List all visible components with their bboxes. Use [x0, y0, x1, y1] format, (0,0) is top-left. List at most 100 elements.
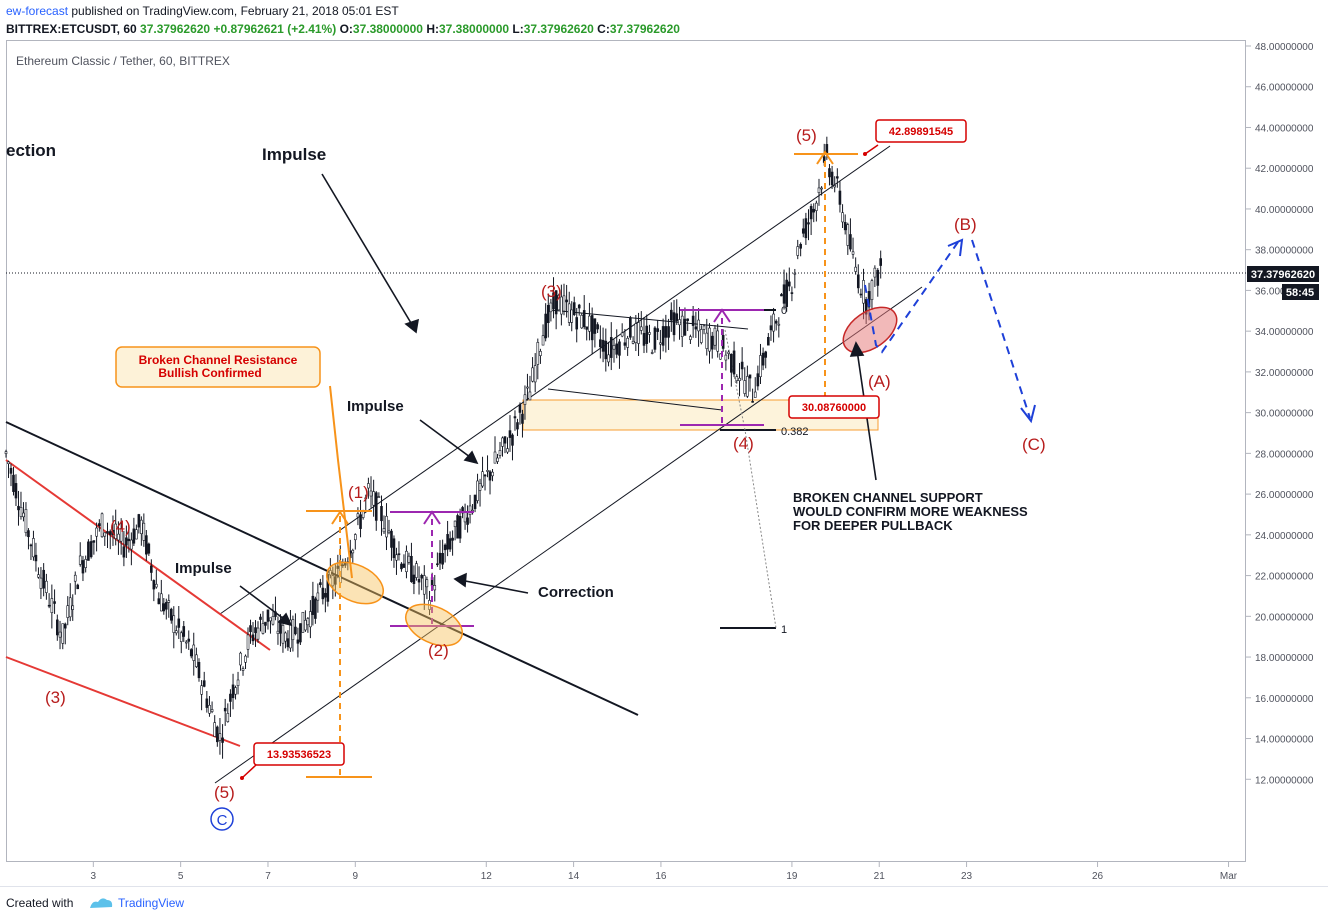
candle-body: [828, 168, 831, 178]
candle-body: [184, 641, 188, 644]
candle-body: [686, 318, 689, 321]
candle-body: [174, 630, 178, 634]
breakout-ellipse: [326, 561, 384, 605]
candle-body: [675, 313, 679, 322]
candle-body: [473, 494, 477, 509]
callout-high-text: 42.89891545: [889, 126, 953, 138]
wave-label-4: (4): [733, 434, 754, 453]
candle-body: [231, 684, 235, 699]
candle-body: [130, 539, 133, 550]
x-tick-label: 9: [353, 871, 359, 882]
y-tick-label: 32.00000000: [1255, 368, 1314, 379]
candle-body: [372, 491, 375, 506]
candle-body: [223, 707, 227, 712]
wave-label-1: (1): [348, 483, 369, 502]
candle-body: [634, 323, 638, 343]
callout-dot-high: [863, 152, 867, 156]
candle-body: [63, 623, 67, 629]
candle-body: [604, 340, 608, 360]
publisher-link[interactable]: ew-forecast: [6, 4, 69, 18]
candle-body: [787, 281, 791, 287]
callout-low-text: 13.93536523: [267, 749, 331, 761]
candle-body: [316, 592, 320, 601]
tradingview-logo-icon[interactable]: [88, 894, 114, 912]
y-axis: 12.00000000 14.00000000 16.00000000 18.0000…: [1246, 42, 1314, 786]
candle-body: [68, 597, 72, 618]
low-value: 37.37962620: [523, 22, 594, 36]
candle-body: [539, 351, 542, 356]
chart-title: Ethereum Classic / Tether, 60, BITTREX: [16, 54, 230, 68]
candle-body: [32, 538, 35, 558]
x-tick-label: 16: [655, 871, 667, 882]
candle-body: [286, 638, 290, 648]
candle-body: [73, 574, 77, 582]
candle-body: [511, 434, 514, 446]
candle-body: [162, 603, 166, 612]
x-tick-label: 14: [568, 871, 580, 882]
candle-body: [710, 335, 714, 350]
candle-body: [395, 554, 398, 561]
candle-body: [680, 315, 684, 337]
candle-body: [71, 605, 75, 610]
purple-arrow-1: [423, 510, 441, 525]
candle-body: [503, 436, 507, 444]
candle-body: [377, 496, 381, 498]
candle-body: [746, 376, 749, 397]
chart-svg[interactable]: Ethereum Classic / Tether, 60, BITTREX 1…: [0, 0, 1328, 886]
wave-label-left-3: (3): [45, 688, 66, 707]
candle-body: [294, 626, 297, 635]
candle-body: [45, 580, 48, 593]
tradingview-brand-link[interactable]: TradingView: [118, 896, 185, 910]
candle-body: [98, 523, 101, 527]
candle-body: [849, 234, 852, 250]
price-tag-box: [1247, 266, 1319, 282]
y-tick-label: 16.00000000: [1255, 694, 1314, 705]
candle-body: [12, 474, 15, 492]
candle-body: [84, 559, 87, 568]
candle-body: [664, 326, 668, 338]
y-tick-label: 28.00000000: [1255, 449, 1314, 460]
candle-body: [387, 530, 391, 534]
candle-body: [549, 302, 553, 313]
candle-body: [526, 386, 529, 389]
candle-body: [691, 315, 695, 326]
candle-body: [843, 222, 847, 231]
candle-body: [572, 302, 576, 315]
candle-body: [356, 513, 360, 518]
candle-body: [7, 461, 10, 465]
callout-zone-text: 30.08760000: [802, 402, 866, 414]
candle-body: [678, 319, 681, 326]
candle-body: [246, 634, 250, 650]
candle-body: [790, 292, 794, 294]
candle-body: [359, 514, 362, 529]
candle-body: [160, 593, 163, 612]
candle-body: [87, 541, 90, 561]
candle-body: [854, 266, 857, 272]
triangle-lower-line: [547, 388, 723, 411]
correction-arrow-head: [453, 572, 467, 588]
y-tick-label: 46.00000000: [1255, 83, 1314, 94]
candle-body: [846, 224, 850, 246]
candle-body: [208, 705, 211, 714]
impulse-text-1: Impulse: [262, 145, 326, 164]
candle-body: [264, 621, 267, 626]
candle-body: [29, 544, 33, 547]
candle-body: [256, 627, 260, 640]
candle-body: [659, 342, 662, 345]
candle-body: [777, 323, 781, 326]
candle-body: [804, 218, 808, 239]
candle-body: [284, 632, 287, 642]
callout-connector-high: [864, 144, 879, 155]
candle-body: [466, 517, 469, 525]
candle-body: [615, 343, 619, 355]
candle-body: [560, 296, 563, 315]
wave-label-5: (5): [796, 126, 817, 145]
candle-body: [593, 318, 597, 334]
close-value: 37.37962620: [609, 22, 680, 36]
candle-body: [588, 315, 591, 332]
candle-body: [137, 514, 141, 528]
candle-body: [92, 540, 96, 543]
candle-body: [425, 579, 429, 588]
candle-body: [585, 326, 589, 330]
candle-body: [812, 208, 816, 213]
